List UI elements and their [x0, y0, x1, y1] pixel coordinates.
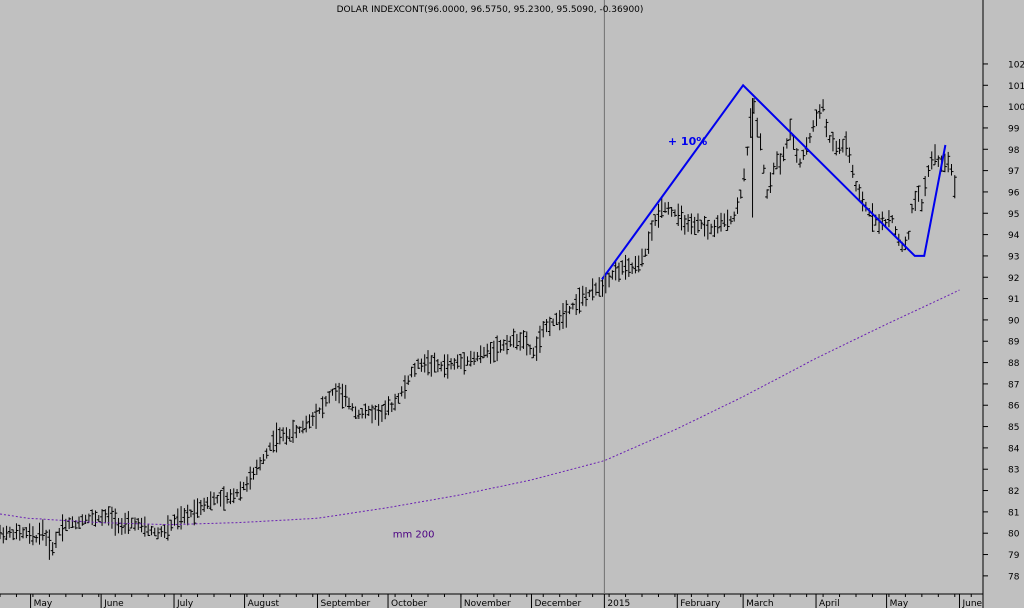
y-tick-label: 86 — [1008, 402, 1020, 412]
y-tick-label: 98 — [1008, 146, 1020, 156]
y-tick-label: 79 — [1008, 551, 1020, 561]
x-tick-label: December — [534, 599, 581, 608]
y-tick-label: 84 — [1008, 444, 1020, 454]
x-tick-label: June — [961, 599, 982, 608]
y-tick-label: 92 — [1008, 274, 1019, 284]
annotations: + 10% mm 200 — [393, 135, 708, 540]
chart-title: DOLAR INDEXCONT(96.0000, 96.5750, 95.230… — [337, 5, 644, 15]
x-tick-label: June — [103, 599, 124, 608]
y-tick-label: 94 — [1008, 231, 1020, 241]
x-tick-label: August — [248, 599, 280, 608]
moving-average-layer — [0, 289, 960, 526]
x-tick-label: July — [176, 599, 194, 608]
y-tick-label: 99 — [1008, 124, 1020, 134]
y-tick-label: 102 — [1008, 60, 1024, 70]
annotation-label: + 10% — [668, 135, 707, 148]
x-tick-label: April — [819, 599, 840, 608]
ohlc-bars — [0, 97, 957, 560]
y-tick-label: 81 — [1008, 508, 1019, 518]
y-tick-label: 96 — [1008, 188, 1020, 198]
x-tick-label: March — [746, 599, 773, 608]
y-tick-label: 101 — [1008, 82, 1024, 92]
y-tick-label: 83 — [1008, 466, 1019, 476]
x-tick-label: November — [464, 599, 511, 608]
y-tick-label: 78 — [1008, 572, 1020, 582]
moving-average-line — [0, 289, 960, 526]
y-tick-label: 95 — [1008, 210, 1019, 220]
y-tick-label: 88 — [1008, 359, 1020, 369]
trendline — [601, 83, 947, 280]
trendline-layer — [601, 83, 947, 280]
y-tick-label: 89 — [1008, 338, 1020, 348]
x-tick-label: February — [680, 599, 721, 608]
x-tick-label: 2015 — [607, 599, 630, 608]
y-tick-label: 91 — [1008, 295, 1019, 305]
x-tick-label: May — [34, 599, 53, 608]
x-tick-label: October — [391, 599, 427, 608]
y-tick-label: 85 — [1008, 423, 1019, 433]
y-tick-label: 90 — [1008, 316, 1020, 326]
x-tick-label: May — [890, 599, 909, 608]
y-tick-label: 93 — [1008, 252, 1019, 262]
y-tick-label: 87 — [1008, 380, 1019, 390]
y-tick-label: 100 — [1008, 103, 1024, 113]
x-tick-label: September — [320, 599, 370, 608]
annotation-label: mm 200 — [393, 529, 435, 540]
y-tick-label: 97 — [1008, 167, 1019, 177]
y-tick-label: 80 — [1008, 530, 1020, 540]
y-tick-label: 82 — [1008, 487, 1019, 497]
